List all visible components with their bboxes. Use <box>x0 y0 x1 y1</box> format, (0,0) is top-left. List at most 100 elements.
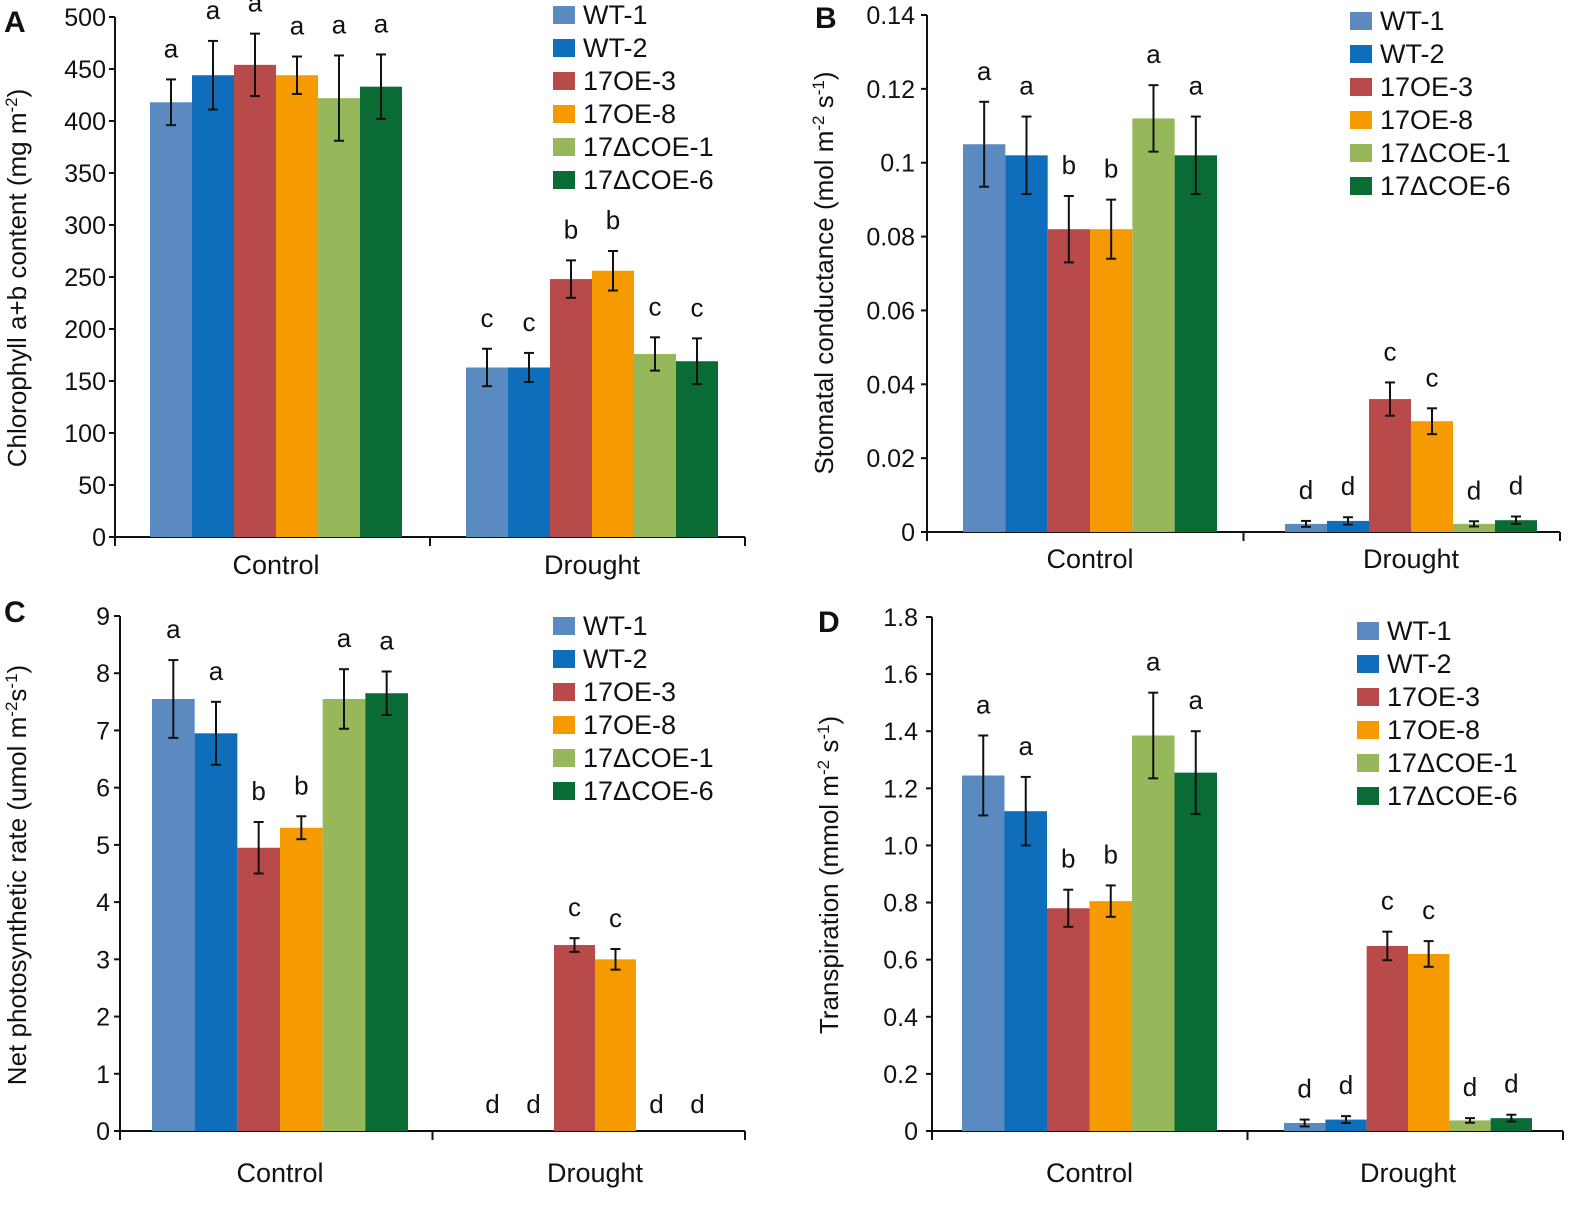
significance-label: d <box>1463 1072 1477 1102</box>
legend-swatch <box>1357 655 1379 673</box>
bar <box>1369 399 1411 532</box>
bar <box>234 64 276 537</box>
bar <box>634 353 676 537</box>
y-tick-label: 0.04 <box>866 371 915 399</box>
significance-label: a <box>248 0 263 18</box>
legend-label: WT-1 <box>1380 6 1445 36</box>
y-tick-label: 0.06 <box>866 297 915 325</box>
significance-label: b <box>294 770 308 800</box>
significance-label: a <box>1189 685 1204 715</box>
x-category-label: Control <box>232 550 319 580</box>
y-tick-label: 400 <box>64 108 106 136</box>
bar <box>150 102 192 537</box>
legend-label: 17ΔCOE-1 <box>1387 748 1518 778</box>
significance-label: a <box>290 11 305 41</box>
y-tick-label: 5 <box>96 832 110 860</box>
significance-label: b <box>1104 839 1118 869</box>
legend-swatch <box>1350 45 1372 63</box>
significance-label: b <box>1061 844 1075 874</box>
y-tick-label: 0 <box>904 1118 918 1146</box>
significance-label: c <box>1422 895 1435 925</box>
y-tick-label: 0 <box>901 519 915 547</box>
chart-panel-a: A 0 50 100 150 200 250 300 350 400 450 500 Control Dr… <box>2 0 746 580</box>
bar <box>152 698 195 1131</box>
legend-swatch <box>1350 144 1372 162</box>
significance-label: b <box>564 214 578 244</box>
significance-label: a <box>166 614 181 644</box>
legend-swatch <box>1357 688 1379 706</box>
y-tick-label: 1.2 <box>883 775 918 803</box>
significance-label: a <box>1019 71 1034 101</box>
significance-label: a <box>1146 39 1161 69</box>
y-tick-label: 7 <box>96 717 110 745</box>
bar <box>194 733 238 1131</box>
x-category-label: Control <box>236 1158 323 1188</box>
significance-label: a <box>976 690 991 720</box>
bar <box>192 75 234 538</box>
legend-label: 17OE-8 <box>583 710 676 740</box>
bar <box>1132 735 1175 1131</box>
legend-label: 17ΔCOE-6 <box>1380 171 1511 201</box>
significance-label: b <box>1062 150 1076 180</box>
y-tick-label: 1.8 <box>883 604 918 632</box>
significance-label: d <box>1299 475 1313 505</box>
y-tick-label: 300 <box>64 212 106 240</box>
legend-label: 17OE-8 <box>1387 715 1480 745</box>
bar <box>1411 421 1453 532</box>
legend-swatch <box>553 39 575 57</box>
y-tick-label: 250 <box>64 264 106 292</box>
y-tick-label: 6 <box>96 775 110 803</box>
bar <box>1047 908 1090 1131</box>
legend-label: WT-2 <box>1387 649 1452 679</box>
legend-label: 17ΔCOE-6 <box>583 776 714 806</box>
bar <box>1174 155 1217 533</box>
significance-label: d <box>1297 1074 1311 1104</box>
bar <box>592 270 634 537</box>
significance-label: a <box>1189 71 1204 101</box>
x-category-label: Control <box>1046 544 1133 574</box>
legend-swatch <box>553 171 575 189</box>
bar <box>508 367 550 537</box>
legend-label: 17ΔCOE-6 <box>1387 781 1518 811</box>
y-tick-label: 150 <box>64 368 106 396</box>
bar <box>550 279 592 537</box>
y-tick-label: 0.02 <box>866 445 915 473</box>
legend-swatch <box>553 749 575 767</box>
legend-label: WT-1 <box>583 0 648 30</box>
bar <box>554 945 595 1131</box>
legend-swatch <box>1350 78 1372 96</box>
significance-label: d <box>485 1089 499 1119</box>
significance-label: b <box>606 205 620 235</box>
bar <box>1490 1118 1532 1131</box>
bar <box>318 98 360 538</box>
bar <box>1325 1119 1367 1131</box>
significance-label: c <box>523 307 536 337</box>
bar <box>1408 953 1450 1131</box>
significance-label: a <box>209 656 224 686</box>
legend-swatch <box>553 138 575 156</box>
bar <box>360 86 402 538</box>
bar <box>1132 118 1175 533</box>
significance-label: d <box>1339 1070 1353 1100</box>
legend-swatch <box>1357 622 1379 640</box>
significance-label: d <box>1504 1069 1518 1099</box>
significance-label: c <box>1426 362 1439 392</box>
bar <box>1327 520 1369 532</box>
legend-swatch <box>1357 754 1379 772</box>
significance-label: c <box>568 892 581 922</box>
y-tick-label: 2 <box>96 1004 110 1032</box>
legend-label: 17OE-3 <box>1380 72 1473 102</box>
bar <box>1047 229 1090 532</box>
bar <box>676 361 718 537</box>
y-tick-label: 1.6 <box>883 661 918 689</box>
legend-label: 17OE-3 <box>583 66 676 96</box>
bar <box>466 367 508 537</box>
panel-letter: C <box>4 596 26 629</box>
legend-label: 17ΔCOE-1 <box>583 132 714 162</box>
bar <box>1495 520 1537 532</box>
y-axis-title: Transpiration (mmol m-2 s-1) <box>814 716 845 1034</box>
y-tick-label: 3 <box>96 946 110 974</box>
legend-label: WT-2 <box>583 644 648 674</box>
bar <box>1366 945 1408 1131</box>
y-tick-label: 0.8 <box>883 890 918 918</box>
